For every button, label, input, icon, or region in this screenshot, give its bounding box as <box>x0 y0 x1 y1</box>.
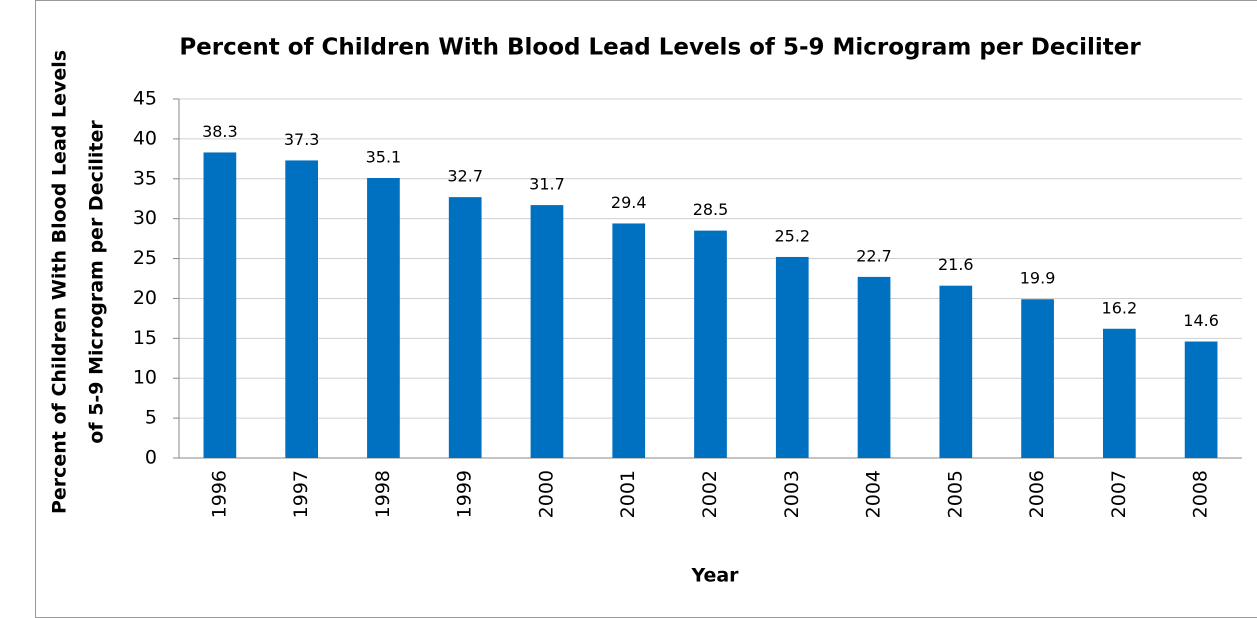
y-tick-label: 45 <box>133 88 157 110</box>
y-tick-label: 10 <box>133 367 157 389</box>
bar <box>775 256 809 458</box>
x-tick-label: 2005 <box>944 470 966 518</box>
x-tick-label: 1997 <box>290 470 312 518</box>
value-label: 38.3 <box>202 122 238 141</box>
value-label: 14.6 <box>1183 311 1219 330</box>
x-tick-label: 1996 <box>208 470 230 518</box>
bar <box>530 205 564 458</box>
value-label: 21.6 <box>938 255 974 274</box>
y-tick-label: 0 <box>145 447 157 469</box>
y-tick-label: 25 <box>133 247 157 269</box>
bar <box>1184 341 1218 458</box>
y-tick-label: 5 <box>145 407 157 429</box>
y-axis-label: of 5-9 Microgram per Deciliter <box>86 120 108 444</box>
bar <box>203 152 237 458</box>
y-tick-label: 35 <box>133 167 157 189</box>
bar <box>1102 328 1136 458</box>
value-label: 29.4 <box>611 193 647 212</box>
value-label: 35.1 <box>366 147 402 166</box>
x-tick-label: 2007 <box>1108 470 1130 518</box>
value-label: 37.3 <box>284 130 320 149</box>
value-label: 25.2 <box>774 226 810 245</box>
x-tick-label: 2000 <box>535 470 557 518</box>
value-label: 16.2 <box>1102 298 1138 317</box>
bar <box>857 276 891 458</box>
x-tick-label: 2003 <box>781 470 803 518</box>
value-label: 28.5 <box>693 200 729 219</box>
bar <box>1021 299 1054 458</box>
bar <box>612 223 646 458</box>
bar <box>367 177 400 459</box>
x-axis-label: Year <box>690 565 739 587</box>
x-tick-label: 2002 <box>699 470 721 518</box>
value-label: 19.9 <box>1020 269 1056 288</box>
y-tick-label: 20 <box>133 287 157 309</box>
chart-title: Percent of Children With Blood Lead Leve… <box>179 35 1141 61</box>
value-label: 31.7 <box>529 175 565 194</box>
value-label: 22.7 <box>856 246 892 265</box>
x-tick-label: 2004 <box>863 470 885 518</box>
x-tick-label: 2008 <box>1190 470 1212 518</box>
y-tick-label: 30 <box>133 207 157 229</box>
y-tick-label: 40 <box>133 127 157 149</box>
y-axis-label: Percent of Children With Blood Lead Leve… <box>49 50 71 514</box>
x-tick-label: 1998 <box>372 470 394 518</box>
bar <box>694 230 727 458</box>
bar <box>448 197 482 459</box>
bar <box>285 160 319 458</box>
x-tick-label: 1999 <box>454 470 476 518</box>
y-tick-label: 15 <box>133 327 157 349</box>
x-tick-label: 2006 <box>1026 470 1048 518</box>
bar <box>939 285 973 458</box>
x-tick-label: 2001 <box>617 470 639 518</box>
value-label: 32.7 <box>447 167 483 186</box>
